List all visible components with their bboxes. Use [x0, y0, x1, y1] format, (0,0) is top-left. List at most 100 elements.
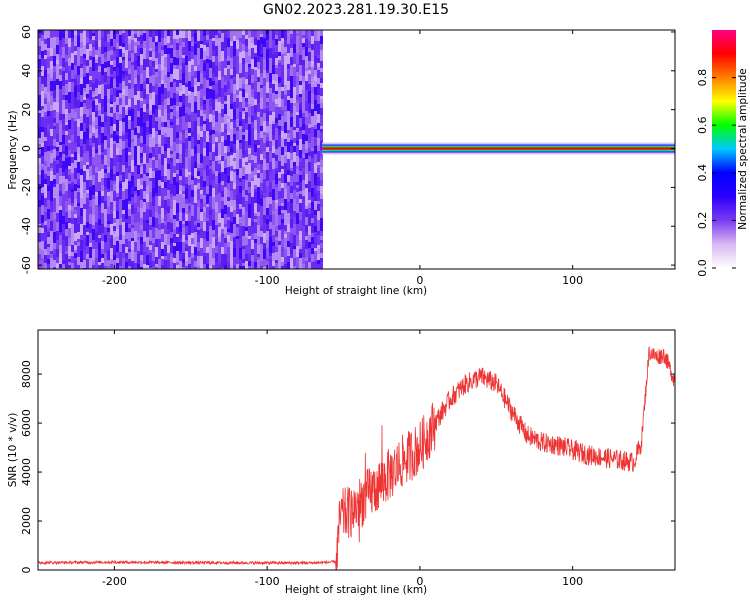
noise-cell: [185, 38, 188, 49]
noise-cell: [167, 77, 170, 84]
noise-cell: [74, 65, 77, 75]
noise-cell: [248, 193, 251, 204]
noise-cell: [251, 240, 254, 249]
noise-cell: [65, 122, 68, 125]
noise-cell: [53, 139, 56, 146]
noise-cell: [212, 85, 215, 90]
noise-cell: [182, 30, 185, 38]
noise-cell: [41, 258, 44, 267]
noise-cell: [128, 266, 131, 269]
noise-cell: [248, 67, 251, 75]
noise-cell: [107, 178, 110, 189]
noise-cell: [167, 222, 170, 229]
noise-cell: [269, 172, 272, 183]
noise-cell: [140, 225, 143, 230]
noise-cell: [140, 167, 143, 174]
noise-cell: [320, 126, 323, 129]
noise-cell: [122, 95, 125, 99]
noise-cell: [218, 30, 221, 33]
noise-cell: [287, 186, 290, 197]
noise-cell: [146, 104, 149, 109]
noise-cell: [92, 147, 95, 153]
noise-cell: [92, 249, 95, 260]
noise-cell: [272, 242, 275, 246]
noise-cell: [44, 141, 47, 152]
noise-cell: [149, 245, 152, 250]
noise-cell: [311, 87, 314, 93]
noise-cell: [260, 148, 263, 154]
noise-cell: [212, 99, 215, 110]
noise-cell: [245, 35, 248, 39]
noise-cell: [68, 228, 71, 238]
noise-cell: [107, 67, 110, 76]
noise-cell: [284, 174, 287, 183]
noise-cell: [185, 56, 188, 65]
noise-cell: [269, 237, 272, 242]
noise-cell: [140, 208, 143, 218]
noise-cell: [44, 225, 47, 232]
noise-cell: [143, 231, 146, 242]
noise-cell: [227, 201, 230, 207]
noise-cell: [50, 96, 53, 105]
noise-cell: [269, 36, 272, 39]
noise-cell: [143, 255, 146, 264]
noise-cell: [266, 215, 269, 219]
noise-cell: [158, 97, 161, 105]
noise-cell: [86, 37, 89, 43]
noise-cell: [314, 125, 317, 129]
noise-cell: [41, 91, 44, 95]
noise-cell: [119, 252, 122, 255]
noise-cell: [59, 120, 62, 123]
noise-cell: [182, 94, 185, 105]
noise-cell: [92, 165, 95, 175]
noise-cell: [212, 134, 215, 144]
noise-cell: [122, 132, 125, 135]
noise-cell: [182, 186, 185, 191]
noise-cell: [182, 263, 185, 267]
noise-cell: [110, 264, 113, 269]
noise-cell: [275, 161, 278, 168]
noise-cell: [206, 43, 209, 47]
noise-cell: [305, 240, 308, 249]
noise-cell: [266, 137, 269, 141]
noise-cell: [80, 198, 83, 208]
noise-cell: [320, 88, 323, 96]
noise-cell: [122, 141, 125, 149]
noise-cell: [161, 176, 164, 182]
noise-cell: [224, 30, 227, 37]
noise-cell: [59, 136, 62, 142]
noise-cell: [314, 129, 317, 137]
noise-cell: [146, 163, 149, 173]
noise-cell: [65, 229, 68, 236]
noise-cell: [107, 158, 110, 167]
noise-cell: [119, 93, 122, 98]
noise-cell: [47, 68, 50, 74]
noise-cell: [164, 30, 167, 38]
noise-cell: [209, 236, 212, 244]
noise-cell: [314, 30, 317, 41]
noise-cell: [272, 261, 275, 266]
noise-cell: [278, 147, 281, 154]
noise-cell: [209, 68, 212, 78]
noise-cell: [194, 96, 197, 102]
noise-cell: [104, 127, 107, 131]
noise-cell: [230, 255, 233, 266]
noise-cell: [248, 226, 251, 236]
noise-cell: [140, 84, 143, 91]
noise-cell: [176, 65, 179, 69]
noise-cell: [83, 65, 86, 74]
noise-cell: [182, 143, 185, 150]
noise-cell: [200, 168, 203, 176]
noise-cell: [221, 145, 224, 156]
noise-cell: [275, 240, 278, 247]
noise-cell: [296, 36, 299, 44]
noise-cell: [197, 153, 200, 164]
noise-cell: [320, 253, 323, 258]
noise-cell: [176, 50, 179, 58]
noise-cell: [92, 225, 95, 229]
noise-cell: [218, 71, 221, 80]
noise-cell: [248, 124, 251, 135]
noise-cell: [266, 108, 269, 111]
noise-cell: [227, 135, 230, 139]
noise-cell: [137, 196, 140, 207]
